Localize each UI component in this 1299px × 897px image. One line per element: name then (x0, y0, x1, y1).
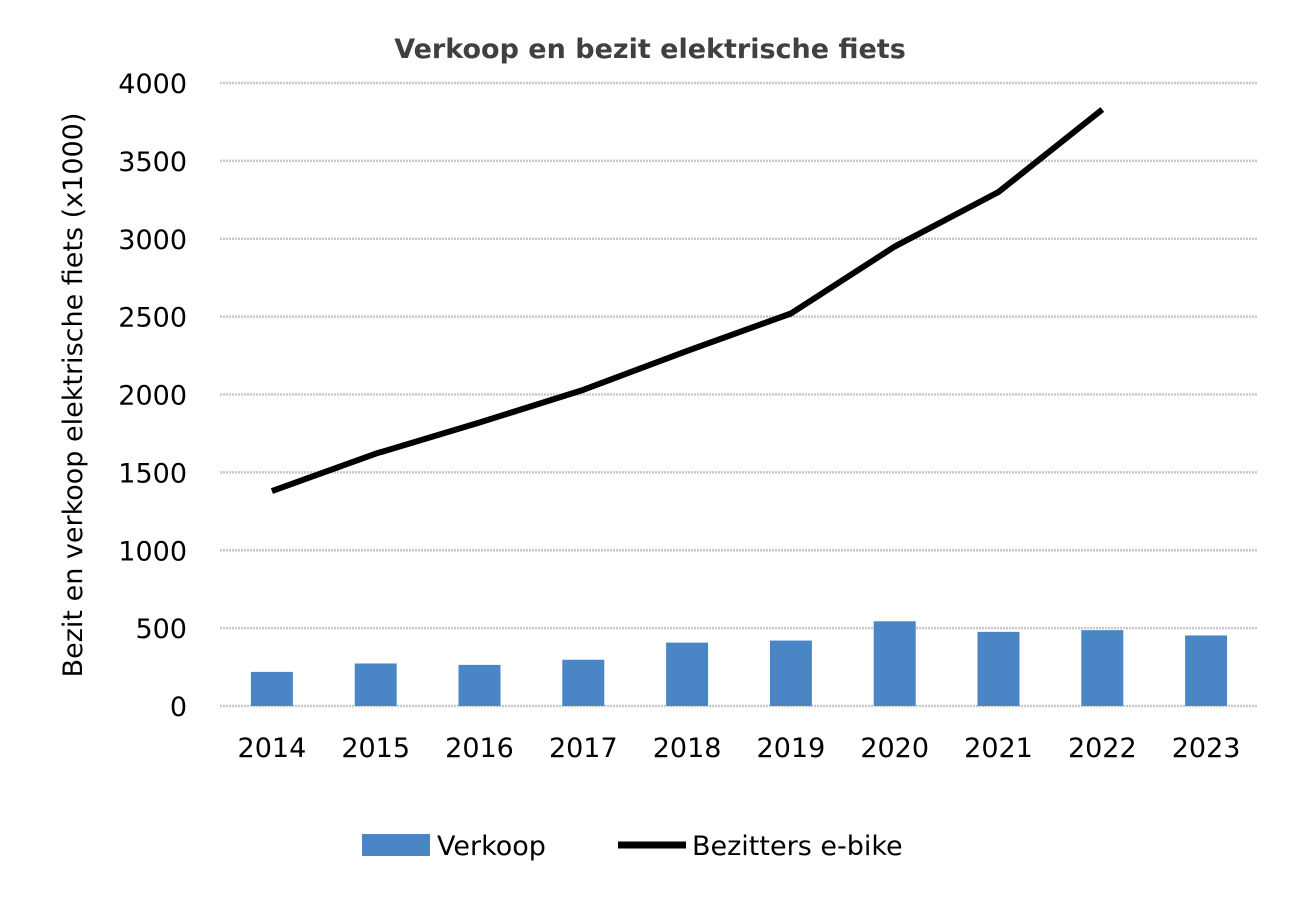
y-tick-label: 1500 (118, 458, 187, 489)
y-tick-label: 0 (170, 692, 187, 723)
x-tick-label: 2017 (549, 733, 618, 764)
bar-verkoop-2015 (354, 663, 397, 706)
bar-verkoop-2014 (250, 671, 293, 706)
y-tick-label: 4000 (118, 69, 187, 100)
y-tick-label: 3500 (118, 147, 187, 178)
y-tick-label: 2500 (118, 303, 187, 334)
x-tick-label: 2021 (964, 733, 1033, 764)
bar-verkoop-2020 (873, 621, 916, 706)
x-tick-label: 2016 (445, 733, 514, 764)
bar-verkoop-2018 (666, 642, 709, 706)
bar-verkoop-2022 (1081, 630, 1124, 706)
y-tick-label: 1000 (118, 536, 187, 567)
chart-title: Verkoop en bezit elektrische fiets (394, 34, 906, 65)
bar-verkoop-2021 (977, 631, 1020, 706)
x-tick-label: 2015 (341, 733, 410, 764)
x-tick-label: 2018 (653, 733, 722, 764)
x-tick-label: 2023 (1172, 733, 1241, 764)
y-tick-label: 2000 (118, 381, 187, 412)
bar-verkoop-2016 (458, 664, 501, 706)
y-tick-label: 500 (135, 614, 187, 645)
x-tick-label: 2014 (238, 733, 307, 764)
legend-label-bezitters: Bezitters e-bike (692, 831, 903, 862)
y-tick-label: 3000 (118, 225, 187, 256)
x-tick-label: 2020 (860, 733, 929, 764)
line-bezitters (270, 107, 1105, 494)
legend-swatch-verkoop (362, 834, 430, 856)
legend-label-verkoop: Verkoop (437, 831, 546, 862)
x-tick-label: 2019 (757, 733, 826, 764)
bar-verkoop-2017 (562, 659, 605, 706)
x-tick-label: 2022 (1068, 733, 1137, 764)
y-axis-label: Bezit en verkoop elektrische fiets (x100… (58, 113, 89, 678)
bar-verkoop-2023 (1185, 635, 1228, 706)
bar-verkoop-2019 (769, 640, 812, 706)
